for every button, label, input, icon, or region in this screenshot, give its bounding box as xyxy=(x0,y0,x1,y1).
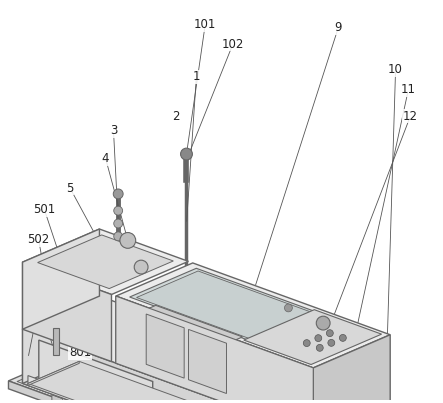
Polygon shape xyxy=(143,305,243,343)
Circle shape xyxy=(315,334,322,342)
Text: 801: 801 xyxy=(69,347,91,359)
Circle shape xyxy=(134,260,148,274)
Polygon shape xyxy=(28,361,361,403)
Circle shape xyxy=(284,304,292,312)
Text: 5: 5 xyxy=(66,182,74,195)
Polygon shape xyxy=(130,268,318,341)
Text: 9: 9 xyxy=(334,21,342,34)
Polygon shape xyxy=(244,310,381,365)
Polygon shape xyxy=(71,402,82,403)
Polygon shape xyxy=(23,229,188,295)
Polygon shape xyxy=(38,235,173,289)
Polygon shape xyxy=(116,296,313,403)
Text: 12: 12 xyxy=(403,110,418,123)
Polygon shape xyxy=(71,401,84,403)
Text: 102: 102 xyxy=(222,38,244,51)
Circle shape xyxy=(328,339,335,346)
Polygon shape xyxy=(146,314,184,378)
Circle shape xyxy=(114,206,123,215)
Polygon shape xyxy=(52,394,65,399)
Polygon shape xyxy=(23,229,100,329)
Text: 1: 1 xyxy=(193,70,200,83)
Text: 11: 11 xyxy=(401,83,416,96)
Polygon shape xyxy=(116,263,390,368)
Text: 501: 501 xyxy=(33,204,56,216)
Text: 10: 10 xyxy=(388,63,403,76)
Polygon shape xyxy=(143,311,230,397)
Text: 7: 7 xyxy=(41,312,48,325)
Circle shape xyxy=(326,330,333,337)
Polygon shape xyxy=(313,335,390,403)
Circle shape xyxy=(339,334,346,341)
Circle shape xyxy=(181,148,192,160)
Polygon shape xyxy=(116,296,313,403)
Polygon shape xyxy=(53,328,59,355)
Circle shape xyxy=(113,189,123,199)
Polygon shape xyxy=(23,296,392,403)
Polygon shape xyxy=(23,329,315,403)
Polygon shape xyxy=(8,381,323,403)
Polygon shape xyxy=(28,361,79,385)
Polygon shape xyxy=(23,262,112,361)
Circle shape xyxy=(316,345,323,351)
Text: 3: 3 xyxy=(110,125,117,137)
Circle shape xyxy=(120,233,136,248)
Circle shape xyxy=(303,340,310,347)
Circle shape xyxy=(114,232,123,241)
Text: 502: 502 xyxy=(27,233,50,246)
Polygon shape xyxy=(52,395,63,403)
Polygon shape xyxy=(136,271,311,339)
Text: 2: 2 xyxy=(172,110,179,123)
Text: 101: 101 xyxy=(194,18,217,31)
Text: 8: 8 xyxy=(172,369,179,382)
Polygon shape xyxy=(23,296,100,384)
Polygon shape xyxy=(8,345,406,403)
Circle shape xyxy=(114,219,123,228)
Text: 6: 6 xyxy=(41,270,48,283)
Text: 4: 4 xyxy=(102,152,109,165)
Polygon shape xyxy=(28,376,310,403)
Circle shape xyxy=(316,316,330,330)
Polygon shape xyxy=(39,340,153,403)
Polygon shape xyxy=(189,329,226,393)
